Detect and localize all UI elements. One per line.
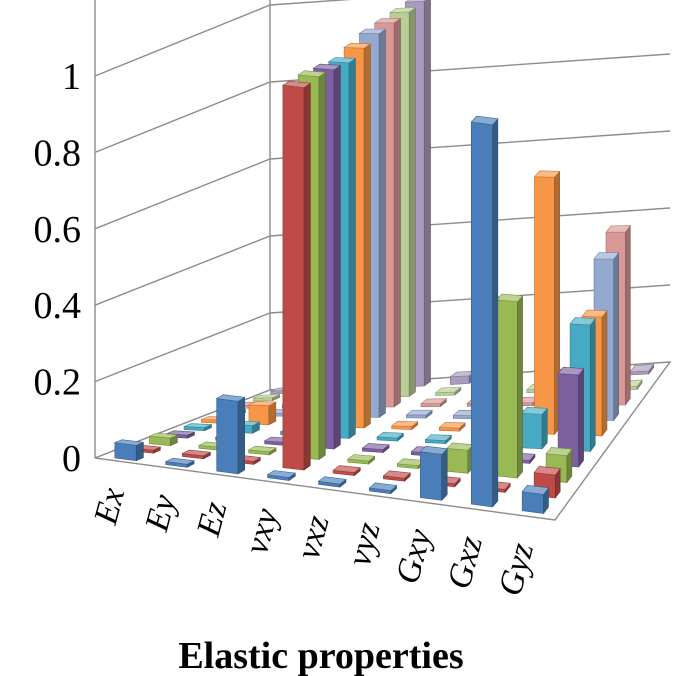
- category-label: Ey: [138, 490, 184, 536]
- bar: [248, 401, 277, 426]
- bar: [183, 423, 212, 432]
- category-label: vyz: [341, 518, 388, 570]
- bar: [419, 445, 448, 502]
- y-tick-label: 0.6: [34, 209, 82, 251]
- bar: [282, 80, 312, 471]
- bar: [376, 432, 405, 442]
- category-label: Ez: [190, 498, 235, 541]
- category-label: vxy: [238, 504, 286, 558]
- y-tick-label: 0.8: [34, 132, 82, 174]
- bar: [215, 394, 246, 475]
- bar: [382, 470, 411, 482]
- bar: [368, 482, 398, 495]
- bar: [405, 409, 433, 419]
- y-tick-label: 0.2: [34, 362, 82, 404]
- bar: [420, 398, 448, 408]
- category-label: Ex: [87, 484, 132, 529]
- bar: [390, 420, 419, 431]
- bar: [629, 363, 655, 376]
- bars: [113, 0, 655, 515]
- bar: [533, 170, 561, 436]
- bar: [346, 454, 376, 465]
- category-label: Gxz: [441, 532, 490, 593]
- bar: [247, 445, 277, 456]
- bar: [252, 394, 280, 402]
- bar: [521, 407, 548, 450]
- bar: [424, 434, 453, 445]
- bar: [266, 470, 297, 482]
- bar: [557, 366, 585, 468]
- category-label: Gyz: [492, 539, 541, 600]
- bar: [113, 439, 145, 462]
- y-tick-label: 0.4: [34, 285, 82, 327]
- bar: [164, 457, 196, 468]
- bar: [317, 476, 347, 488]
- y-tick-label: 0: [62, 438, 81, 480]
- bar: [149, 432, 178, 447]
- bar: [495, 293, 524, 479]
- category-label: Gxy: [389, 524, 439, 587]
- bar: [446, 442, 474, 475]
- y-tick-label: 1: [62, 56, 81, 98]
- bar: [361, 443, 390, 454]
- category-label: vxz: [290, 511, 337, 563]
- bar: [470, 115, 499, 508]
- bar: [438, 422, 466, 432]
- bar: [332, 465, 362, 477]
- bar: [521, 484, 550, 515]
- bar: [434, 386, 462, 396]
- bar: [396, 458, 425, 470]
- x-axis-title: Elastic properties: [178, 635, 463, 676]
- bar: [181, 449, 212, 460]
